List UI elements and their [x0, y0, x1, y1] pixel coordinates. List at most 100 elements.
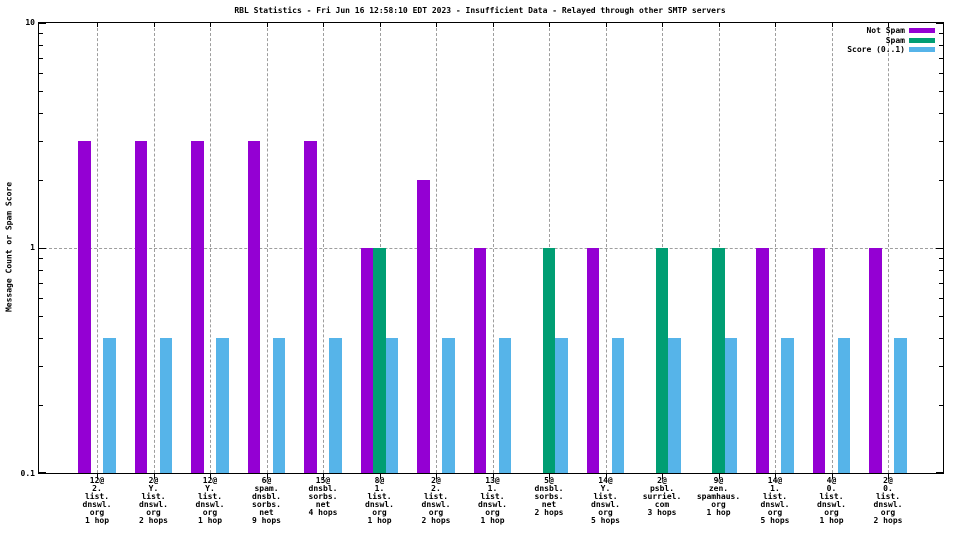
x-category-label-line: 9@: [713, 476, 724, 485]
x-category-label-line: spamhaus.: [696, 492, 741, 501]
x-category-label: 13@ 1. list. dnswl. org 1 hop: [464, 477, 522, 525]
x-tick: [831, 474, 833, 479]
x-category-label-line: list.: [762, 492, 788, 501]
x-tick: [153, 474, 155, 479]
legend-row: Not Spam: [755, 26, 935, 36]
y-minor-tick: [939, 72, 943, 74]
bar-spam: [655, 248, 669, 473]
x-category-label-line: dnsbl.: [252, 492, 281, 501]
y-minor-tick: [939, 337, 943, 339]
y-tick-label-1: 1: [30, 243, 35, 252]
x-category-label-line: 2 hops: [873, 516, 903, 525]
y-minor-tick: [39, 315, 43, 317]
x-category-label-line: sorbs.: [308, 492, 338, 501]
y-major-tick: [936, 23, 943, 24]
y-minor-tick: [939, 112, 943, 114]
y-major-tick: [39, 248, 46, 249]
x-tick: [436, 474, 437, 479]
y-minor-tick: [39, 405, 43, 407]
bar-score-0-1: [555, 337, 568, 473]
x-category-label-line: list.: [84, 492, 110, 501]
bar-not-spam: [247, 140, 261, 473]
y-minor-tick: [939, 90, 943, 92]
bar-score-0-1: [668, 337, 681, 473]
x-category-label-line: Y.: [148, 484, 159, 493]
x-category-label-line: 1.: [770, 484, 780, 493]
x-tick: [662, 23, 663, 27]
y-minor-tick: [39, 258, 43, 260]
y-minor-tick: [39, 90, 43, 92]
x-category-label: 4@ 0. list. dnswl. org 1 hop: [803, 477, 861, 525]
x-category-label-line: 1 hop: [197, 516, 223, 525]
y-minor-tick: [939, 44, 943, 46]
bar-spam: [542, 248, 556, 473]
y-tick-label-0.1: 0.1: [20, 469, 35, 478]
y-minor-tick: [39, 33, 43, 35]
x-category-label-line: 1.: [374, 484, 385, 493]
x-category-label-line: 1 hop: [84, 516, 110, 525]
bar-not-spam: [360, 248, 374, 473]
x-category-label-line: dnswl.: [195, 500, 225, 509]
x-category-label-line: 5@: [544, 476, 554, 485]
x-tick: [718, 23, 720, 27]
x-tick: [492, 23, 494, 27]
y-minor-tick: [39, 337, 43, 339]
x-tick: [888, 23, 889, 27]
x-category-label-line: 9 hops: [252, 516, 281, 525]
x-category-label-line: 5 hops: [591, 516, 620, 525]
y-minor-tick: [39, 140, 43, 142]
x-category-label-line: 12@: [89, 476, 105, 485]
x-category-label: 14@ 1. list. dnswl. org 5 hops: [746, 477, 804, 525]
bar-not-spam: [586, 248, 600, 473]
legend-swatch-score-0-1: [909, 47, 935, 53]
y-minor-tick: [39, 72, 43, 74]
x-category-label: 12@ 2. list. dnswl. org 1 hop: [68, 477, 126, 525]
x-tick: [153, 23, 155, 27]
bar-score-0-1: [781, 337, 794, 473]
y-minor-tick: [939, 57, 943, 59]
x-tick: [718, 474, 720, 479]
x-category-label-line: org: [202, 508, 218, 517]
x-category-label: 15@ dnsbl. sorbs. net 4 hops: [294, 477, 352, 517]
bar-score-0-1: [611, 337, 625, 473]
x-category-label-line: list.: [819, 492, 844, 501]
x-category-label-line: 4@: [826, 476, 837, 485]
y-minor-tick: [39, 112, 43, 114]
y-major-tick: [39, 23, 46, 24]
x-category-label-line: 6@: [261, 476, 272, 485]
x-category-label-line: org: [767, 508, 783, 517]
x-category-label-line: org: [598, 508, 613, 517]
x-category-label-line: zen.: [708, 484, 729, 493]
y-minor-tick: [39, 180, 43, 182]
x-category-label-line: 8@: [374, 476, 385, 485]
x-tick: [831, 23, 833, 27]
y-major-tick: [936, 248, 943, 249]
vertical-gridline: [153, 23, 155, 473]
x-tick: [662, 474, 663, 479]
y-major-tick: [936, 472, 943, 473]
legend-label: Not Spam: [866, 26, 905, 36]
x-category-label-line: dnswl.: [873, 500, 903, 509]
x-category-label-line: 2@: [148, 476, 159, 485]
x-category-label-line: 4 hops: [308, 508, 338, 517]
y-minor-tick: [939, 258, 943, 260]
x-tick: [888, 474, 889, 479]
x-category-label: 8@ 1. list. dnswl. org 1 hop: [351, 477, 409, 525]
legend-swatch-not-spam: [909, 28, 935, 34]
x-category-label-line: 1 hop: [819, 516, 844, 525]
x-category-label-line: 12@: [202, 476, 218, 485]
bar-not-spam: [134, 140, 148, 473]
bar-score-0-1: [442, 337, 455, 473]
x-tick: [549, 23, 550, 27]
y-minor-tick: [39, 297, 43, 299]
x-category-label-line: org: [824, 508, 839, 517]
x-tick: [492, 474, 494, 479]
bar-score-0-1: [894, 337, 907, 473]
bar-score-0-1: [724, 337, 738, 473]
bar-not-spam: [812, 248, 826, 473]
x-category-label-line: dnswl.: [139, 500, 168, 509]
x-category-label-line: org: [89, 508, 105, 517]
y-minor-tick: [939, 315, 943, 317]
x-category-label: 2@ 2. list. dnswl. org 2 hops: [407, 477, 465, 525]
x-category-label-line: net: [259, 508, 274, 517]
